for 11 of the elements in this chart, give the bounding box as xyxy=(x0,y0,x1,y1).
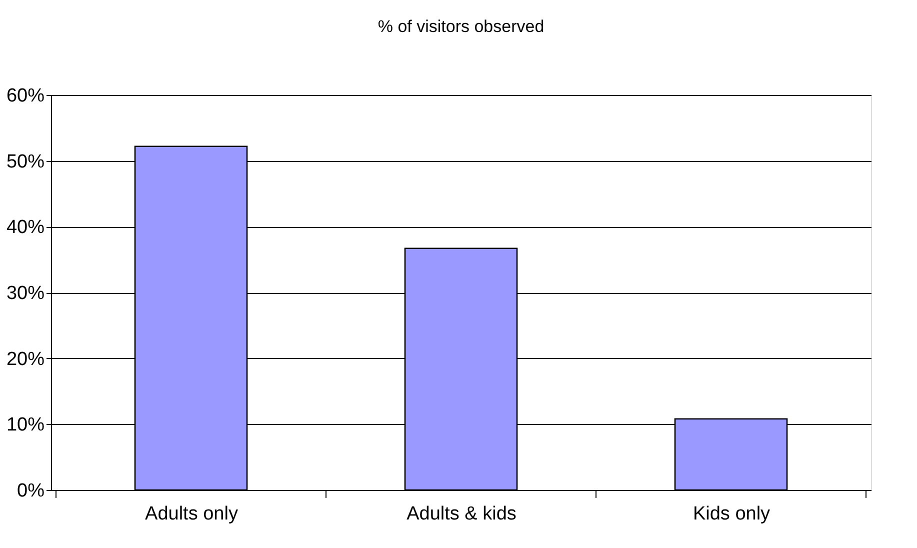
y-tick-label: 0% xyxy=(17,480,45,502)
y-tick-label: 60% xyxy=(6,86,45,106)
x-tick-label: Kids only xyxy=(692,504,771,524)
x-tick-label: Adults only xyxy=(145,504,238,524)
y-tick-label: 40% xyxy=(6,217,45,238)
y-tick-label: 50% xyxy=(6,151,45,172)
y-tick-label: 10% xyxy=(6,414,45,436)
x-tick-label: Adults & kids xyxy=(406,504,516,524)
y-tick-label: 20% xyxy=(6,348,45,370)
y-tick-label: 30% xyxy=(6,283,45,304)
chart-title: % of visitors observed xyxy=(378,17,544,36)
